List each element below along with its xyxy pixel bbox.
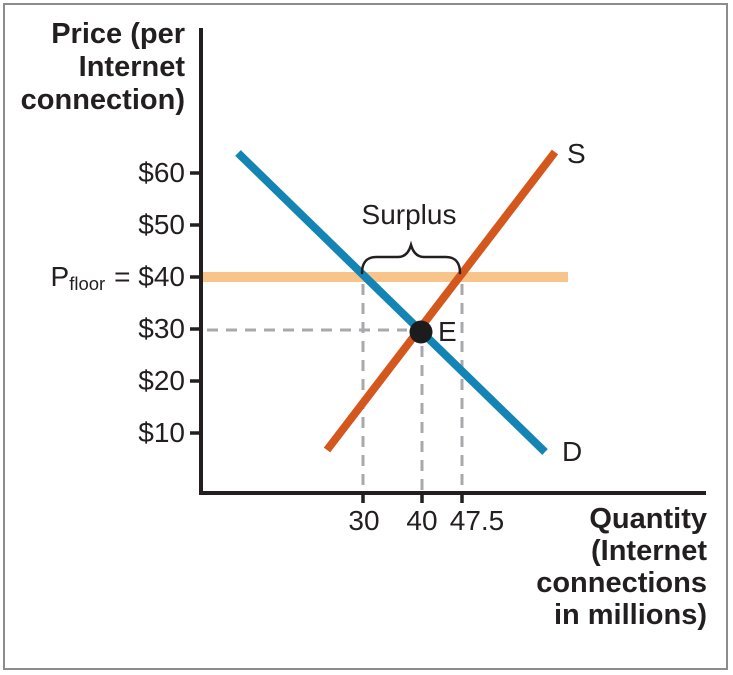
- demand-curve: [235, 150, 548, 455]
- supply-curve: [323, 149, 559, 453]
- price-floor-label-subscript: floor: [69, 273, 106, 295]
- quantity-axis-title: Quantity (Internet connections in millio…: [536, 503, 707, 631]
- price-tick-label-30: $30: [138, 313, 185, 344]
- quantity-tick-label-30: 30: [348, 505, 380, 536]
- price-axis-title: Price (per Internet connection): [20, 18, 185, 116]
- equilibrium-label: E: [438, 316, 457, 347]
- price-floor-label-value: = $40: [114, 261, 185, 292]
- quantity-tick-label-47-5: 47.5: [449, 505, 505, 536]
- price-tick-label-10: $10: [138, 417, 185, 448]
- supply-curve-label: S: [567, 138, 586, 169]
- price-floor-label-base: P: [50, 261, 70, 292]
- demand-curve-label: D: [562, 436, 583, 467]
- price-floor-label: Pfloor = $40: [0, 261, 185, 295]
- surplus-brace: [360, 240, 462, 275]
- surplus-label: Surplus: [361, 199, 457, 230]
- price-tick-label-20: $20: [138, 365, 185, 396]
- price-tick-label-60: $60: [138, 157, 185, 188]
- price-tick-label-50: $50: [138, 209, 185, 240]
- equilibrium-point: [409, 320, 433, 344]
- quantity-tick-label-40: 40: [406, 505, 438, 536]
